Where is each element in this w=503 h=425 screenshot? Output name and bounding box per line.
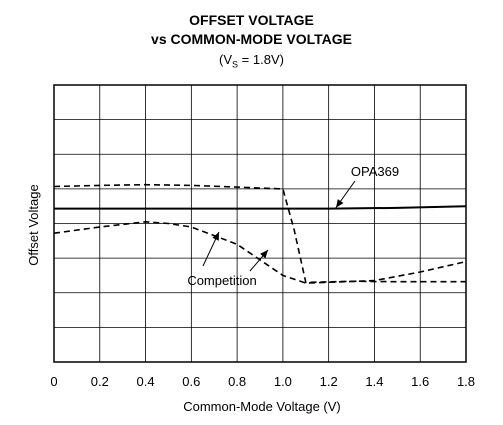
x-tick-label: 0.2 bbox=[91, 374, 109, 389]
annotation-opa369: OPA369 bbox=[351, 164, 399, 179]
annotation-arrow-opa369-head bbox=[336, 199, 344, 208]
x-tick-label: 0.8 bbox=[228, 374, 246, 389]
annotations: OPA369 Competition bbox=[187, 164, 399, 288]
chart-title: OFFSET VOLTAGE bbox=[189, 12, 314, 28]
chart-subtitle: (VS = 1.8V) bbox=[219, 52, 284, 70]
x-tick-label: 0 bbox=[50, 374, 57, 389]
x-axis-label: Common-Mode Voltage (V) bbox=[183, 399, 341, 414]
x-tick-labels: 0 0.2 0.4 0.6 0.8 1.0 1.2 1.4 1.6 1.8 bbox=[50, 374, 475, 389]
grid bbox=[53, 84, 467, 363]
x-tick-label: 1.8 bbox=[457, 374, 475, 389]
x-tick-label: 1.2 bbox=[320, 374, 338, 389]
annotation-arrow-competition-2-head bbox=[260, 250, 268, 259]
x-tick-label: 1.4 bbox=[365, 374, 383, 389]
chart-title-line2: vs COMMON-MODE VOLTAGE bbox=[151, 31, 352, 47]
series-line-competition bbox=[53, 183, 466, 284]
x-tick-label: 0.4 bbox=[137, 374, 155, 389]
x-tick-label: 1.0 bbox=[274, 374, 292, 389]
x-tick-label: 0.6 bbox=[182, 374, 200, 389]
series-line-opa369 bbox=[54, 205, 467, 210]
annotation-competition: Competition bbox=[187, 273, 256, 288]
series-line-competition bbox=[53, 220, 467, 284]
y-axis-label: Offset Voltage bbox=[26, 184, 41, 265]
annotation-arrow-competition-1-head bbox=[212, 232, 219, 241]
series-layer bbox=[53, 183, 467, 284]
x-tick-label: 1.6 bbox=[411, 374, 429, 389]
